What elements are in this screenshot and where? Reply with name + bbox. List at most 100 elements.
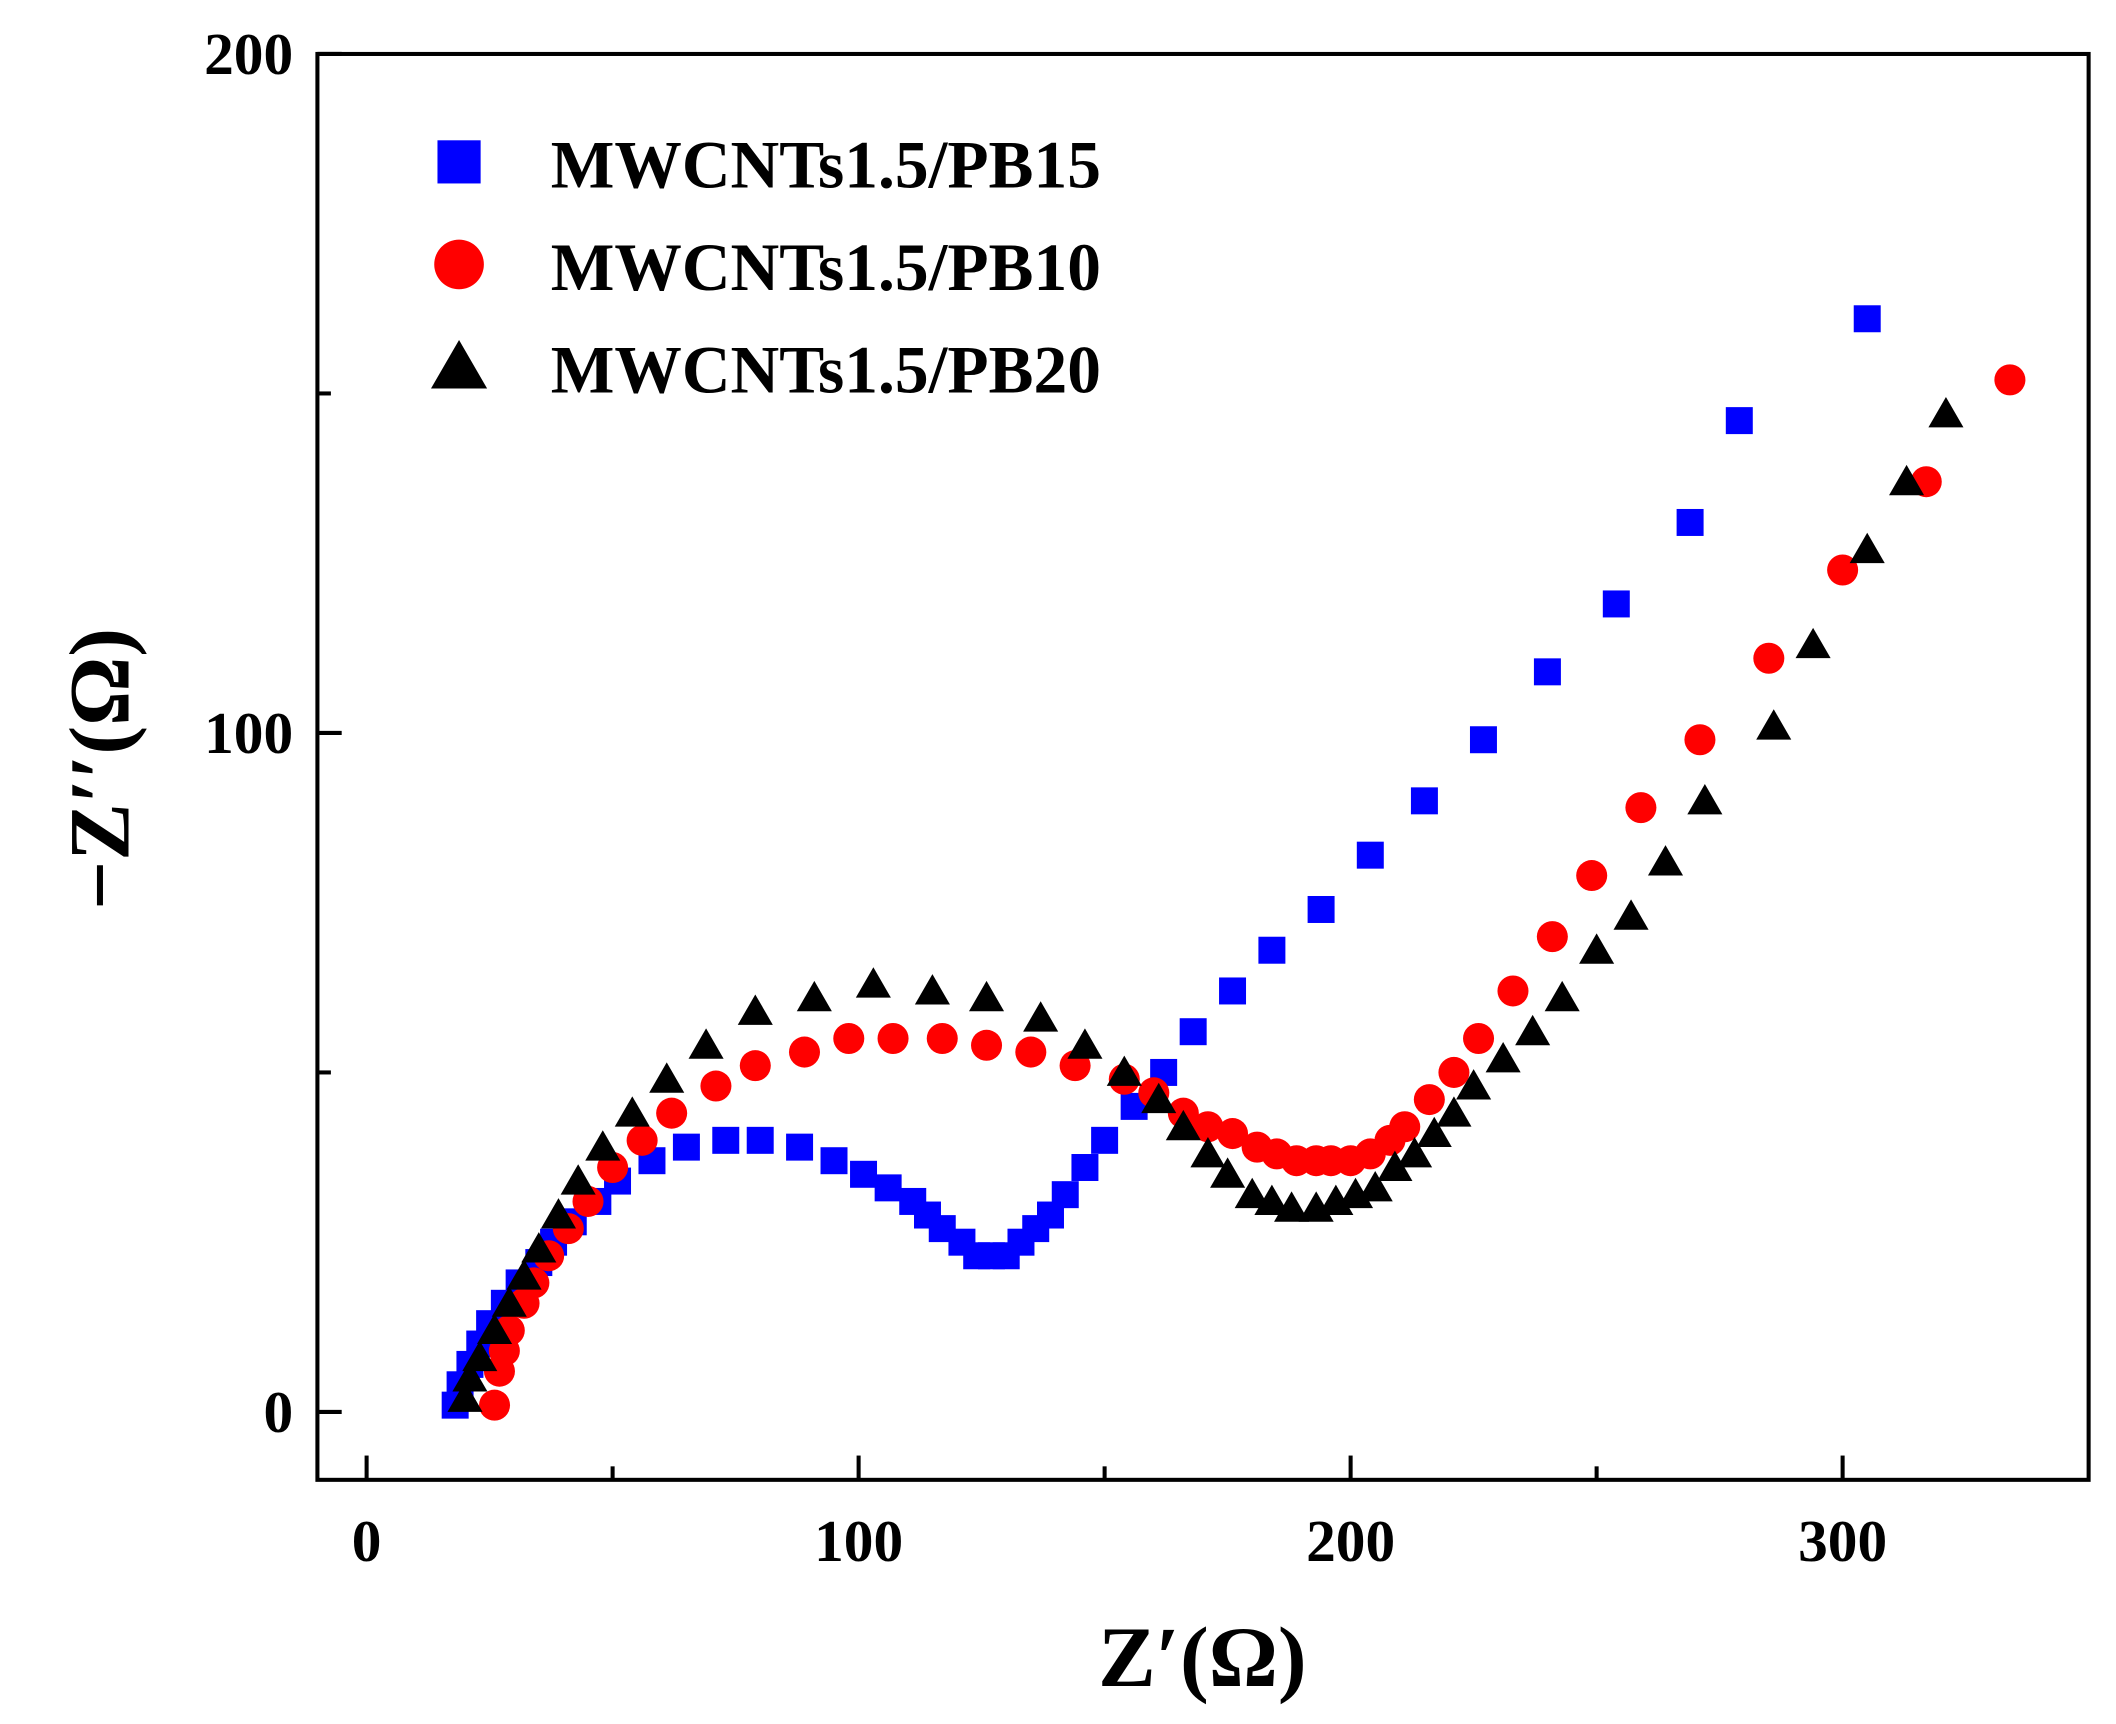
data-point-square [1533, 658, 1561, 686]
data-point-triangle [1234, 1177, 1270, 1209]
data-point-triangle [1485, 1041, 1521, 1073]
data-point-triangle [1190, 1137, 1226, 1168]
data-point-triangle [1436, 1096, 1472, 1127]
data-point-triangle [585, 1130, 621, 1161]
plot-frame [315, 51, 2091, 1482]
data-point-circle [1497, 975, 1529, 1007]
data-point-triangle [1515, 1014, 1551, 1046]
data-point-circle [656, 1097, 688, 1129]
legend-label: MWCNTs1.5/PB15 [551, 128, 1101, 203]
x-tick-label: 300 [1798, 1508, 1887, 1574]
data-point-square [746, 1126, 774, 1154]
data-point-triangle [1928, 396, 1964, 428]
data-point-triangle [447, 1381, 483, 1412]
data-point-triangle [1756, 709, 1792, 740]
data-point-square [1356, 841, 1384, 869]
data-point-square [1853, 305, 1881, 333]
legend: MWCNTs1.5/PB15 MWCNTs1.5/PB10 MWCNTs1.5/PB… [430, 128, 1101, 408]
data-point-circle [626, 1124, 658, 1156]
legend-marker-circle [434, 239, 484, 290]
data-marks [441, 305, 2026, 1421]
data-point-square [1091, 1126, 1119, 1154]
data-point-triangle [914, 974, 950, 1005]
data-point-square [1602, 590, 1630, 618]
data-point-square [1725, 407, 1753, 435]
data-point-triangle [737, 994, 773, 1025]
data-point-square [1258, 936, 1286, 964]
data-point-triangle [1254, 1184, 1290, 1215]
data-point-triangle [1067, 1028, 1103, 1059]
data-point-triangle [1023, 1001, 1059, 1032]
x-tick-label: 200 [1306, 1508, 1395, 1574]
data-point-circle [1625, 792, 1657, 824]
y-tick-label: 200 [204, 21, 293, 87]
data-point-triangle [1106, 1055, 1142, 1086]
legend-label: MWCNTs1.5/PB10 [551, 230, 1101, 305]
data-point-circle [788, 1036, 821, 1068]
data-point-square [1676, 508, 1704, 536]
data-point-circle [1217, 1118, 1249, 1150]
data-point-triangle [1416, 1116, 1452, 1148]
data-point-triangle [1613, 899, 1649, 930]
data-point-triangle [1544, 980, 1580, 1012]
data-point-square [820, 1147, 848, 1175]
data-point-square [850, 1160, 878, 1188]
data-point-triangle [506, 1259, 542, 1290]
data-point-square [1071, 1154, 1099, 1181]
y-tick-label: 100 [204, 700, 293, 766]
data-point-circle [739, 1050, 771, 1082]
data-point-triangle [540, 1198, 577, 1229]
data-point-circle [877, 1022, 909, 1055]
data-point-circle [1015, 1036, 1047, 1068]
data-point-triangle [521, 1232, 557, 1263]
data-point-square [1219, 977, 1247, 1005]
data-point-circle [1684, 724, 1716, 756]
data-point-triangle [1889, 464, 1925, 496]
data-point-triangle [855, 967, 891, 998]
data-point-triangle [968, 980, 1005, 1012]
legend-label: MWCNTs1.5/PB20 [551, 333, 1101, 408]
data-point-triangle [1274, 1191, 1310, 1222]
data-point-triangle [614, 1096, 650, 1127]
data-point-triangle [476, 1313, 513, 1344]
data-point-triangle [462, 1340, 498, 1372]
data-point-square [874, 1174, 902, 1202]
data-point-triangle [1647, 845, 1684, 876]
legend-marker-triangle [430, 339, 488, 389]
data-point-square [1469, 726, 1497, 754]
series-circle [479, 364, 2026, 1421]
data-point-square [1051, 1181, 1079, 1209]
data-point-square [1307, 895, 1335, 923]
data-point-triangle [1687, 783, 1723, 815]
data-point-square [672, 1133, 700, 1161]
data-point-circle [700, 1070, 732, 1102]
data-point-circle [1192, 1111, 1224, 1143]
data-point-triangle [560, 1164, 596, 1195]
data-point-triangle [1795, 627, 1831, 659]
data-point-triangle [649, 1062, 685, 1093]
x-axis-label: Z′(Ω) [1098, 1609, 1307, 1705]
data-point-triangle [1397, 1137, 1433, 1168]
data-point-circle [1994, 364, 2026, 396]
x-tick-label: 0 [352, 1508, 382, 1574]
data-point-triangle [1579, 933, 1615, 964]
data-point-square [1410, 787, 1438, 815]
data-point-triangle [1210, 1157, 1246, 1188]
data-point-circle [1389, 1111, 1421, 1143]
data-point-triangle [491, 1286, 527, 1317]
data-point-circle [926, 1022, 958, 1055]
y-tick-label: 0 [263, 1379, 293, 1445]
data-point-circle [1438, 1056, 1470, 1088]
data-point-triangle [1141, 1082, 1177, 1114]
data-point-triangle [1377, 1150, 1413, 1181]
data-point-circle [833, 1022, 865, 1055]
legend-marker-square [437, 140, 481, 184]
data-point-circle [1536, 921, 1568, 953]
x-tick-label: 100 [814, 1508, 903, 1574]
axis-ticks: 0 100 200 300 0 100 200 [204, 21, 1887, 1574]
data-point-square [1179, 1018, 1207, 1046]
series-triangle [447, 396, 1964, 1412]
y-axis-label: −Z′′(Ω) [52, 628, 148, 910]
data-point-circle [479, 1389, 511, 1421]
